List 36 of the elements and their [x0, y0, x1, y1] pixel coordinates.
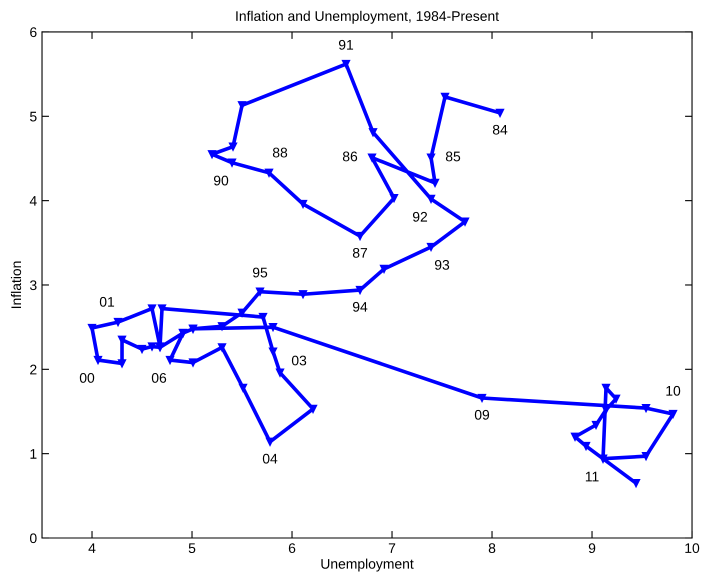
annotation: 11: [586, 472, 599, 482]
x-axis-title: Unemployment: [321, 558, 414, 572]
annotation: 00: [80, 372, 94, 383]
y-axis-title: Inflation: [10, 262, 22, 308]
x-tick-label: 6: [288, 543, 296, 554]
annotation: 03: [292, 356, 306, 366]
x-tick-label: 8: [488, 543, 496, 554]
annotation: 94: [352, 302, 368, 312]
annotation: 85: [446, 152, 460, 162]
chart-title: Inflation and Unemployment, 1984-Present: [236, 10, 499, 24]
y-tick-label: 5: [30, 112, 37, 122]
y-tick-label: 0: [30, 533, 37, 544]
y-tick-label: 4: [30, 196, 37, 206]
x-tick-label: 9: [588, 543, 596, 554]
y-tick-label: 6: [30, 27, 37, 38]
annotation: 10: [666, 386, 680, 396]
y-tick-label: 2: [30, 364, 36, 374]
x-tick-label: 4: [88, 543, 96, 553]
annotation: 88: [272, 148, 288, 158]
annotation: 92: [412, 212, 428, 222]
y-tick-label: 3: [30, 280, 37, 290]
annotation: 84: [492, 124, 508, 135]
annotation: 90: [214, 176, 228, 186]
annotation: 91: [338, 40, 354, 50]
x-tick-label: 5: [188, 543, 196, 554]
annotation: 01: [100, 296, 114, 307]
x-tick-label: 7: [388, 543, 396, 553]
annotation: 93: [434, 260, 450, 270]
y-tick-label: 1: [30, 449, 36, 459]
annotation: 09: [474, 410, 490, 420]
annotation: 95: [252, 268, 268, 278]
annotation: 86: [342, 152, 358, 162]
annotation: 87: [352, 248, 368, 258]
x-tick-label: 10: [685, 543, 700, 554]
annotation: 04: [262, 454, 278, 464]
annotation: 06: [152, 372, 166, 383]
